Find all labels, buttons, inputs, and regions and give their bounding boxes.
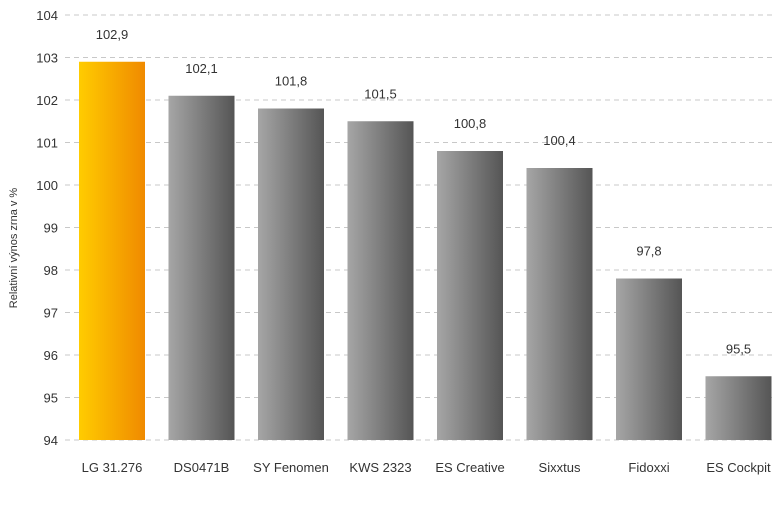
data-label: 97,8 — [636, 244, 661, 259]
x-category-label: LG 31.276 — [82, 460, 143, 475]
bar-2 — [168, 95, 235, 440]
y-tick-label: 96 — [44, 348, 58, 363]
x-category-label: ES Cockpit — [706, 460, 771, 475]
x-category-label: DS0471B — [174, 460, 230, 475]
y-axis-title: Relativní výnos zrna v % — [8, 188, 20, 309]
y-tick-label: 94 — [44, 433, 58, 448]
y-tick-label: 104 — [36, 8, 58, 23]
y-axis-ticks: 94 95 96 97 98 99 100 101 102 103 104 — [36, 8, 58, 448]
data-label: 102,9 — [96, 27, 129, 42]
x-axis-categories: LG 31.276 DS0471B SY Fenomen KWS 2323 ES Cre… — [82, 460, 771, 475]
y-tick-label: 97 — [44, 306, 58, 321]
data-label: 101,8 — [275, 74, 308, 89]
bar-3 — [258, 108, 324, 440]
bar-7 — [616, 278, 682, 440]
x-category-label: KWS 2323 — [349, 460, 411, 475]
bar-8 — [705, 376, 772, 440]
data-label: 101,5 — [364, 86, 397, 101]
data-label: 102,1 — [185, 61, 218, 76]
y-tick-label: 101 — [36, 136, 58, 151]
y-tick-label: 98 — [44, 263, 58, 278]
x-category-label: Fidoxxi — [628, 460, 669, 475]
bar-5 — [437, 151, 503, 440]
data-label: 100,4 — [543, 133, 576, 148]
bar-6 — [526, 168, 593, 440]
y-tick-label: 103 — [36, 51, 58, 66]
x-category-label: SY Fenomen — [253, 460, 329, 475]
y-tick-label: 100 — [36, 178, 58, 193]
y-tick-label: 102 — [36, 93, 58, 108]
y-tick-label: 99 — [44, 221, 58, 236]
x-category-label: ES Creative — [435, 460, 504, 475]
bars — [79, 61, 772, 440]
data-labels: 102,9 102,1 101,8 101,5 100,8 100,4 97,8 95,5 — [96, 27, 751, 357]
x-category-label: Sixxtus — [539, 460, 581, 475]
data-label: 95,5 — [726, 341, 751, 356]
data-label: 100,8 — [454, 116, 487, 131]
bar-1 — [79, 61, 145, 440]
y-tick-label: 95 — [44, 391, 58, 406]
bar-4 — [347, 121, 414, 440]
